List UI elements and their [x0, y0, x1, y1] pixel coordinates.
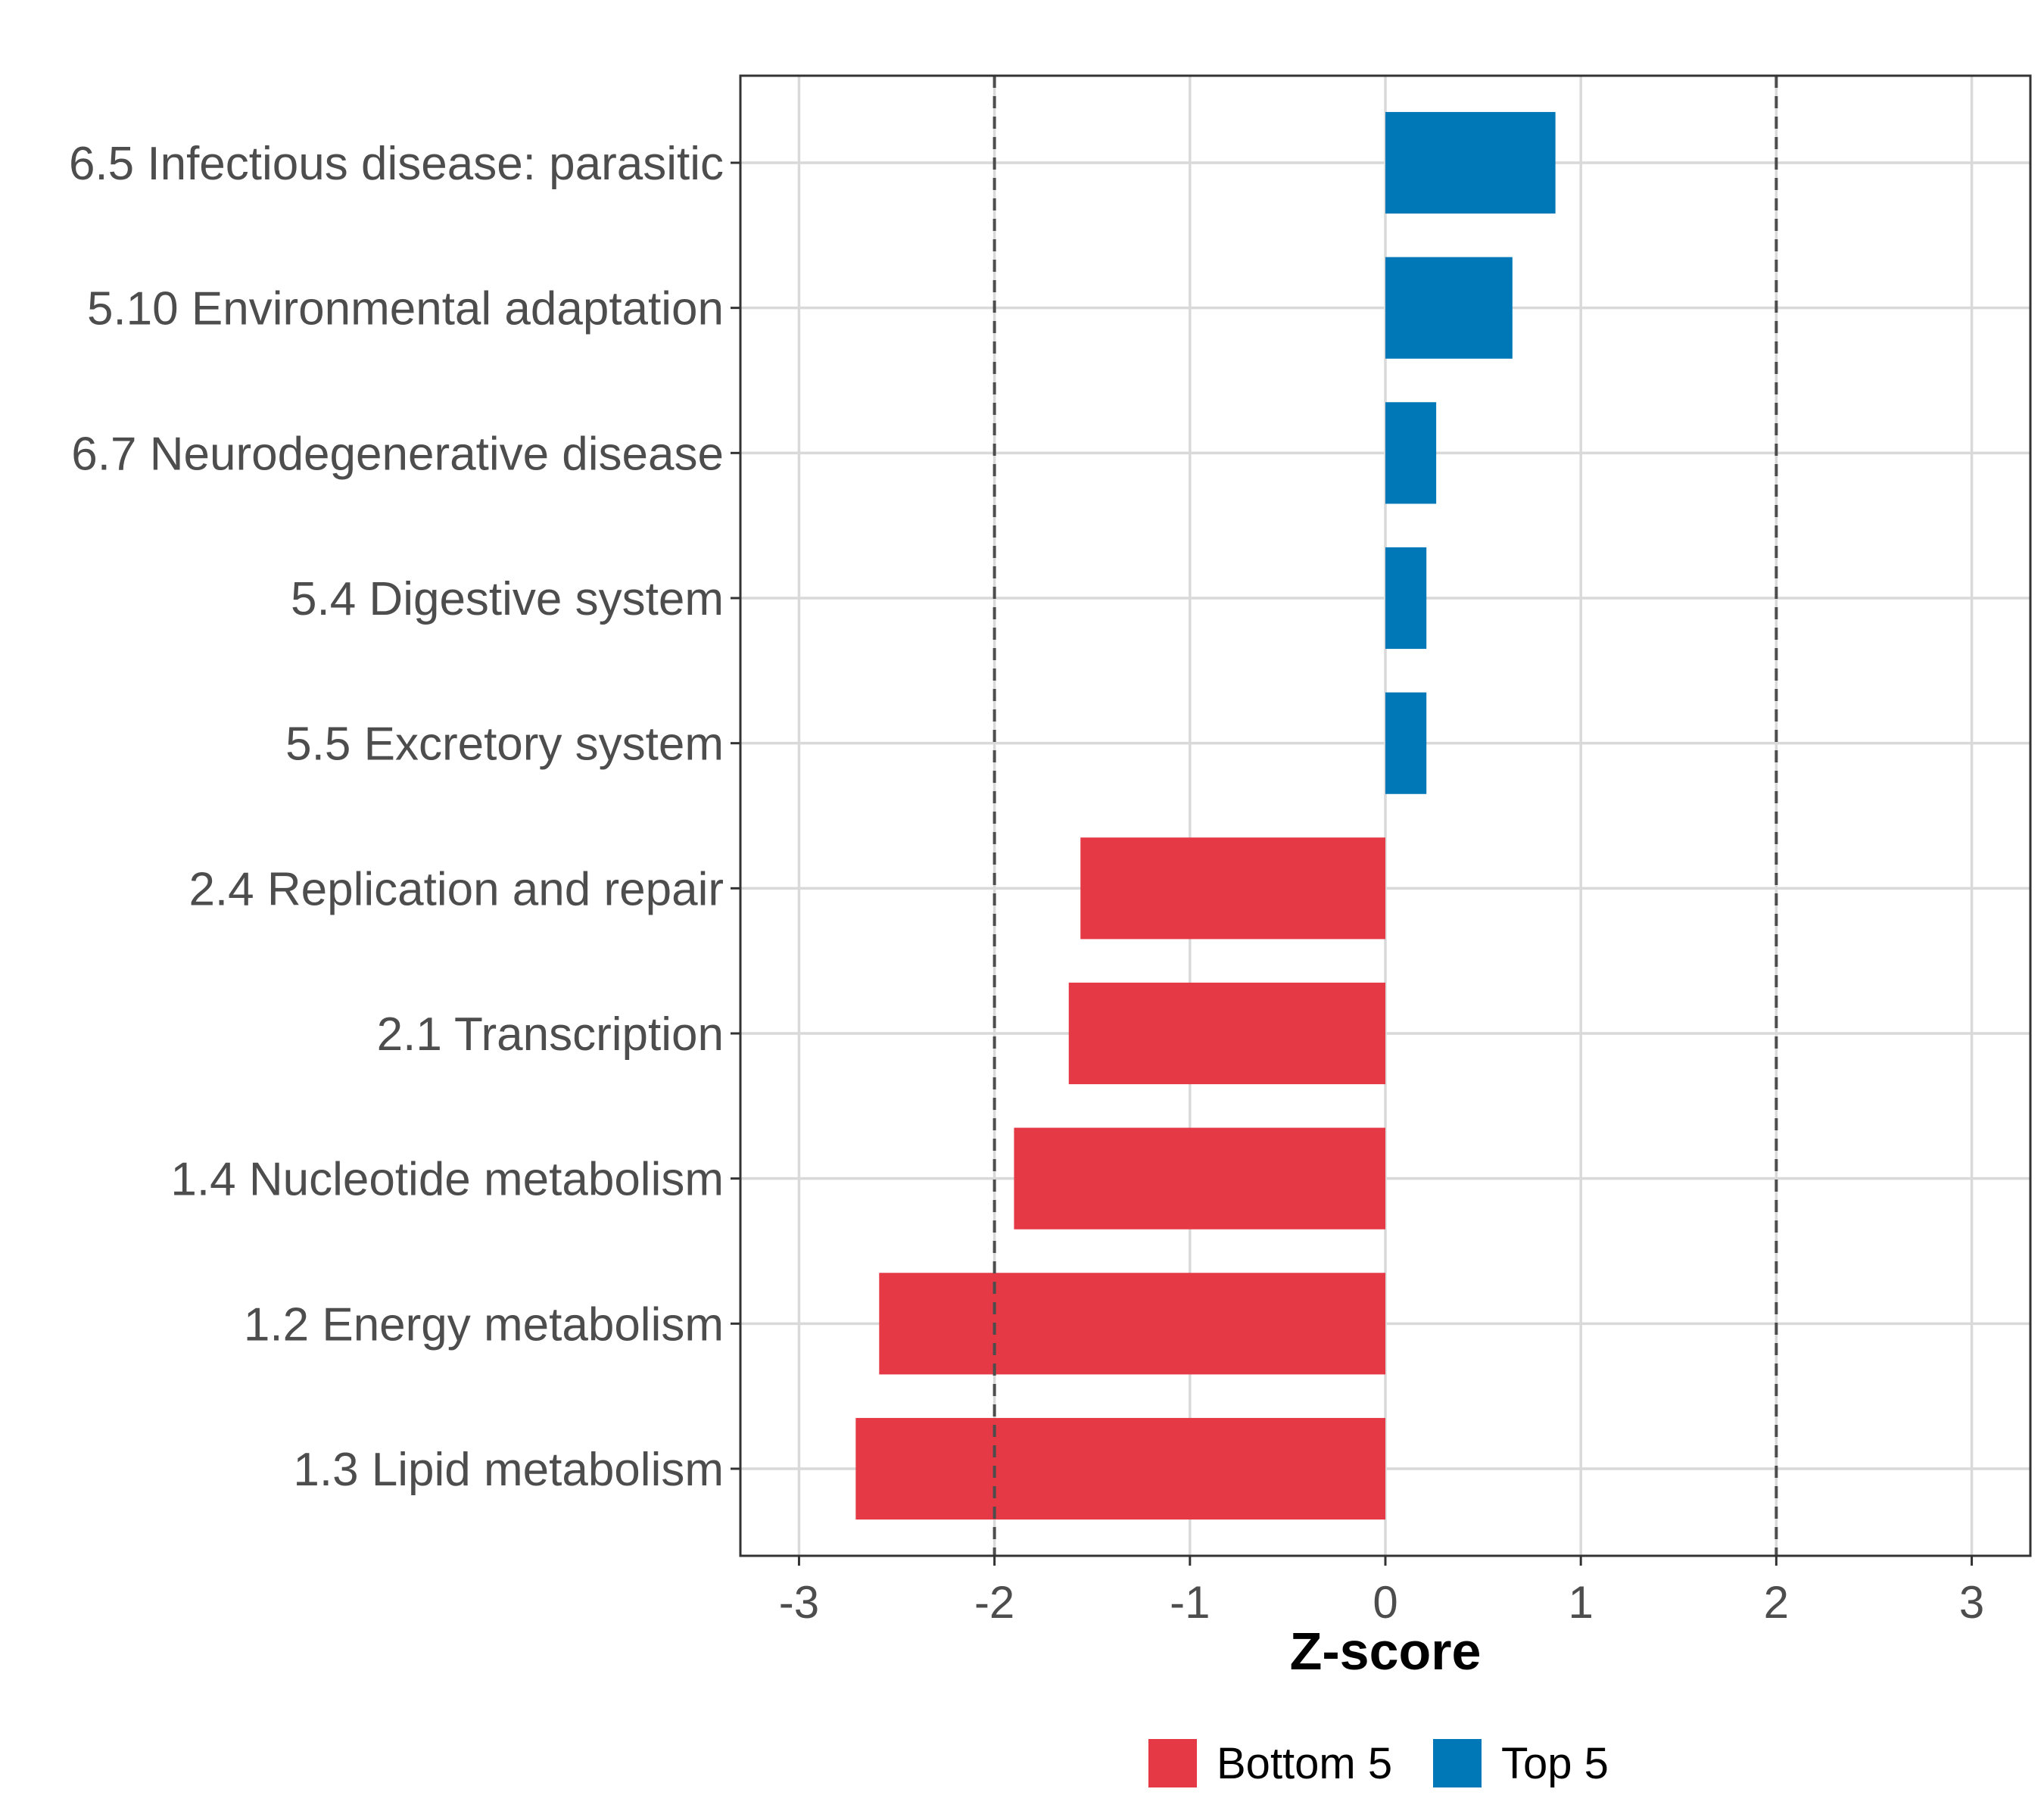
- legend-label: Top 5: [1501, 1739, 1609, 1788]
- bar: [1385, 257, 1513, 359]
- y-tick-label: 5.10 Environmental adaptation: [87, 283, 724, 335]
- bar: [1385, 402, 1437, 504]
- bar: [1068, 982, 1385, 1085]
- y-tick-label: 1.4 Nucleotide metabolism: [170, 1154, 724, 1206]
- bar: [1385, 547, 1427, 650]
- x-axis-title: Z-score: [1290, 1622, 1482, 1681]
- bar: [1385, 692, 1427, 794]
- y-tick-label: 1.2 Energy metabolism: [244, 1298, 724, 1351]
- x-tick-label: -2: [974, 1577, 1014, 1628]
- y-tick-label: 2.4 Replication and repair: [189, 863, 724, 915]
- x-tick-label: -1: [1170, 1577, 1210, 1628]
- bar: [1014, 1127, 1385, 1230]
- y-tick-label: 2.1 Transcription: [377, 1008, 724, 1061]
- y-tick-label: 1.3 Lipid metabolism: [293, 1444, 724, 1496]
- x-tick-label: 1: [1568, 1577, 1593, 1628]
- x-tick-label: 0: [1373, 1577, 1397, 1628]
- bar: [1080, 837, 1385, 940]
- y-tick-label: 6.7 Neurodegenerative disease: [71, 428, 724, 480]
- legend-key: [1148, 1739, 1197, 1787]
- bar: [1385, 111, 1556, 214]
- bar: [879, 1273, 1385, 1375]
- y-tick-label: 6.5 Infectious disease: parasitic: [69, 138, 724, 190]
- legend-label: Bottom 5: [1217, 1739, 1392, 1788]
- legend-key: [1433, 1739, 1482, 1787]
- y-tick-label: 5.5 Excretory system: [285, 718, 724, 771]
- bar: [855, 1417, 1385, 1520]
- x-tick-label: 2: [1764, 1577, 1789, 1628]
- x-tick-label: 3: [1959, 1577, 1984, 1628]
- x-tick-label: -3: [779, 1577, 819, 1628]
- y-tick-label: 5.4 Digestive system: [291, 573, 724, 625]
